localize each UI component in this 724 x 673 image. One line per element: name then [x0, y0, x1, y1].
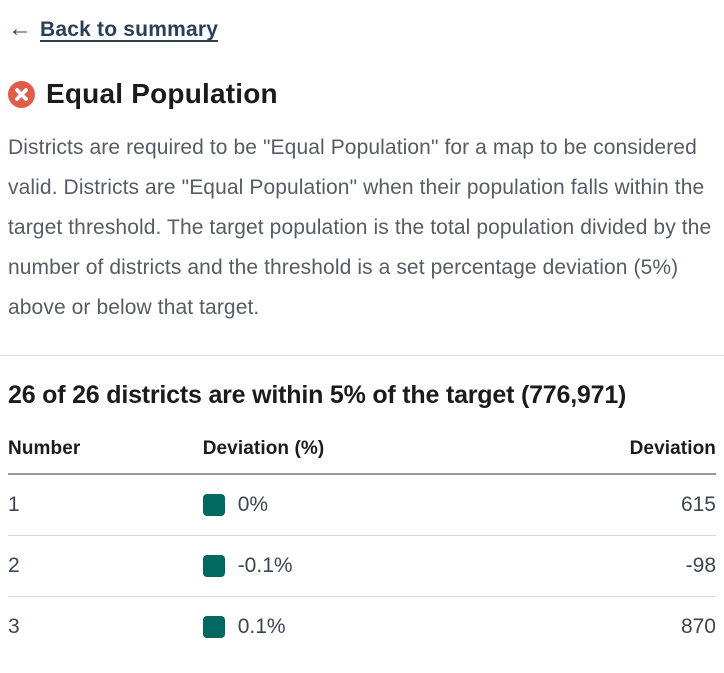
deviation-table: Number Deviation (%) Deviation 1 0% 615 …	[8, 434, 716, 657]
district-number: 2	[8, 535, 203, 597]
column-header-deviation-pct: Deviation (%)	[202, 434, 539, 475]
deviation-status-swatch	[202, 494, 225, 516]
table-row: 1 0% 615	[8, 474, 716, 536]
table-row: 3 0.1% 870	[8, 597, 716, 658]
equal-population-panel: ← Back to summary Equal Population Distr…	[0, 15, 724, 657]
back-arrow-icon: ←	[8, 15, 32, 42]
district-number: 1	[8, 474, 203, 536]
deviation-pct-value: 0.1%	[237, 615, 286, 638]
title-row: Equal Population	[8, 78, 716, 110]
column-header-deviation: Deviation	[539, 434, 716, 475]
deviation-pct-value: -0.1%	[237, 554, 293, 577]
deviation-value: -98	[539, 535, 716, 597]
section-divider	[0, 355, 724, 356]
page-title: Equal Population	[46, 78, 278, 109]
description-text: Districts are required to be "Equal Popu…	[8, 136, 712, 319]
table-row: 2 -0.1% -98	[8, 535, 716, 597]
table-header-row: Number Deviation (%) Deviation	[8, 434, 716, 475]
deviation-pct-value: 0%	[237, 493, 269, 516]
deviation-status-swatch	[202, 555, 225, 577]
back-to-summary-row: ← Back to summary	[8, 15, 716, 42]
deviation-value: 615	[539, 474, 716, 536]
district-number: 3	[8, 615, 20, 638]
error-x-circle-icon	[8, 80, 35, 108]
back-to-summary-link[interactable]: Back to summary	[40, 18, 219, 41]
column-header-number: Number	[8, 434, 203, 475]
summary-heading: 26 of 26 districts are within 5% of the …	[8, 381, 627, 409]
deviation-value: 870	[680, 615, 716, 638]
deviation-status-swatch	[202, 616, 225, 638]
